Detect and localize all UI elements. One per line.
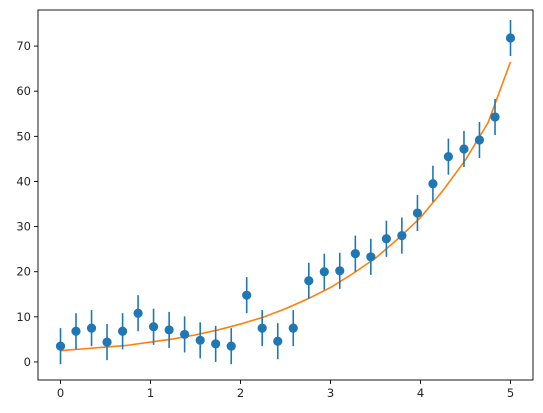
data-point xyxy=(71,326,81,336)
data-point xyxy=(428,179,438,189)
plot-background xyxy=(38,10,533,380)
data-point xyxy=(397,231,407,241)
x-tick-label: 3 xyxy=(327,386,334,400)
axes-frame xyxy=(37,9,534,381)
data-point xyxy=(273,336,283,346)
data-point xyxy=(211,339,221,349)
data-point xyxy=(55,341,66,351)
y-tick-label: 20 xyxy=(16,265,31,279)
data-point xyxy=(164,325,174,335)
data-point xyxy=(304,276,314,286)
y-tick-label: 50 xyxy=(16,129,31,143)
data-point xyxy=(133,308,143,318)
data-point xyxy=(366,252,376,262)
y-tick-label: 10 xyxy=(16,310,31,324)
data-point xyxy=(118,326,128,336)
x-tick-label: 4 xyxy=(417,386,424,400)
fit-curve xyxy=(60,61,512,352)
data-point xyxy=(505,33,516,43)
data-layer xyxy=(55,19,516,365)
data-point xyxy=(381,234,391,244)
data-point xyxy=(443,152,453,162)
x-tick-label: 1 xyxy=(147,386,154,400)
data-point xyxy=(319,267,329,277)
data-point xyxy=(86,323,97,333)
data-point xyxy=(490,112,500,122)
y-tick-label: 0 xyxy=(24,355,31,369)
y-tick-label: 70 xyxy=(16,39,31,53)
data-point xyxy=(148,322,159,332)
data-point xyxy=(474,135,485,145)
x-tick-label: 2 xyxy=(237,386,244,400)
data-point xyxy=(226,341,236,351)
data-point xyxy=(180,329,190,340)
data-point xyxy=(350,249,360,259)
plot-area xyxy=(38,10,533,380)
data-point xyxy=(412,208,423,218)
data-point xyxy=(288,323,298,333)
data-point xyxy=(257,323,267,333)
data-point xyxy=(335,266,345,276)
data-point xyxy=(242,290,252,300)
y-tick-label: 40 xyxy=(16,174,31,188)
y-tick-label: 60 xyxy=(16,84,31,98)
y-tick-label: 30 xyxy=(16,220,31,234)
x-tick-label: 0 xyxy=(57,386,64,400)
data-point xyxy=(195,335,205,345)
data-point xyxy=(459,144,469,154)
data-point xyxy=(102,337,112,347)
x-tick-label: 5 xyxy=(507,386,514,400)
